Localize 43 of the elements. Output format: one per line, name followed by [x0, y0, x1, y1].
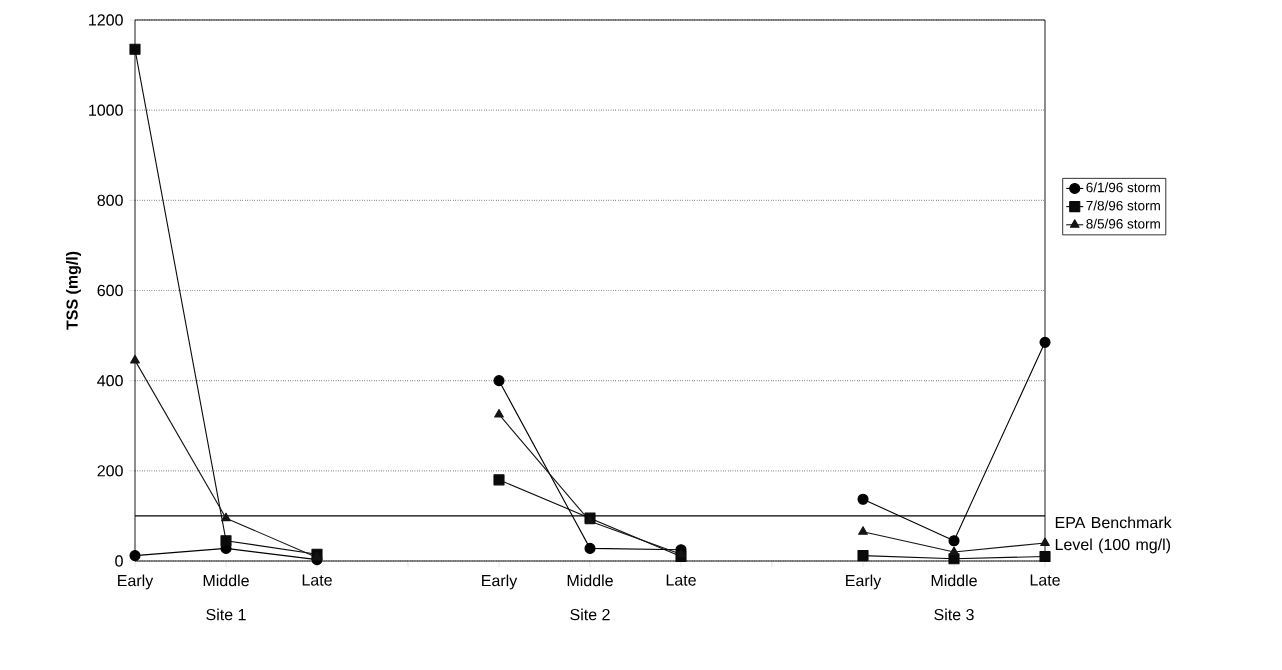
point	[1040, 537, 1050, 547]
y-axis-title: TSS (mg/l)	[66, 251, 82, 330]
point	[130, 354, 140, 364]
x-tick-label: Late	[302, 574, 332, 586]
point	[1039, 336, 1051, 348]
point	[1039, 550, 1051, 563]
x-tick-label: Middle	[931, 574, 977, 587]
ref-line-label: EPA Benchmark Level (100 mg/l)	[1055, 516, 1172, 554]
y-tick-label: 1000	[89, 104, 123, 116]
point	[857, 493, 869, 505]
y-tick-label: 200	[97, 465, 123, 477]
point	[221, 512, 231, 522]
legend-label: 8/5/96 storm	[1086, 218, 1160, 229]
text: Site 3	[934, 608, 974, 621]
text: Site 2	[570, 608, 610, 621]
y-tick-label: 600	[97, 284, 123, 297]
y-tick-label: 0	[115, 555, 123, 567]
point	[493, 375, 505, 387]
x-tick-label: Early	[846, 574, 882, 590]
y-tick-label: 1200	[89, 14, 123, 26]
y-tick-label: 800	[97, 194, 123, 206]
legend-label: 7/8/96 storm	[1086, 200, 1160, 211]
text: Site 1	[206, 608, 246, 621]
x-tick-label: Early	[482, 574, 518, 590]
point	[676, 548, 686, 558]
y-tick-label: 400	[97, 375, 123, 387]
x-tick-label: Middle	[567, 574, 613, 587]
point	[584, 542, 596, 554]
x-tick-label: Middle	[203, 574, 249, 587]
point	[948, 535, 960, 547]
point	[129, 43, 141, 55]
x-tick-label: Late	[666, 574, 696, 586]
point	[494, 408, 504, 418]
point	[220, 535, 232, 547]
point	[949, 546, 959, 556]
legend-label: 6/1/96 storm	[1086, 182, 1160, 193]
point	[858, 526, 868, 535]
point	[129, 550, 141, 562]
x-tick-label: Late	[1030, 574, 1060, 586]
point	[493, 474, 505, 486]
x-tick-label: Early	[118, 574, 154, 590]
point	[857, 550, 869, 562]
point	[948, 553, 960, 565]
